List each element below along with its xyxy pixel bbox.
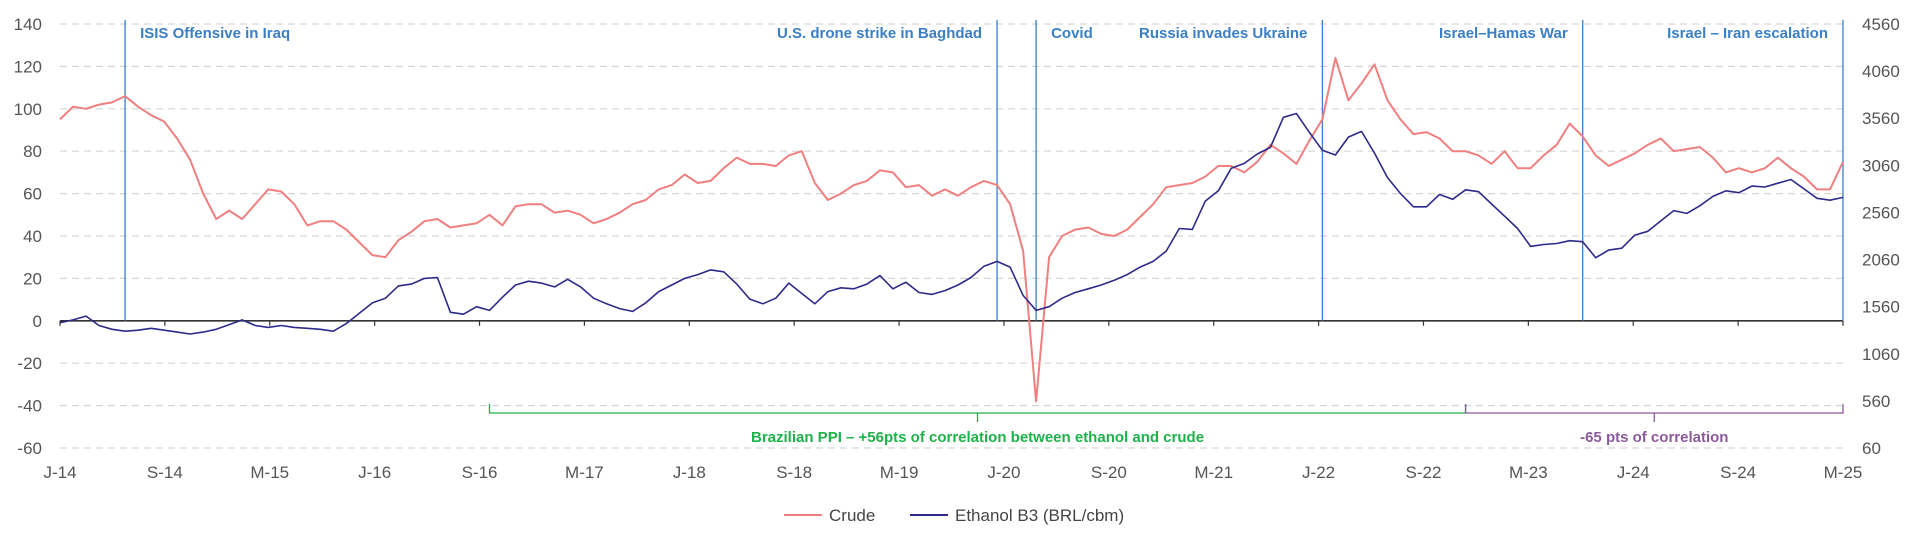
x-tick-label: J-20 <box>987 463 1020 482</box>
x-tick-label: S-16 <box>462 463 498 482</box>
event-label: Covid <box>1051 25 1093 42</box>
left-tick-label: 0 <box>33 312 42 331</box>
legend-label: Crude <box>829 506 875 525</box>
left-tick-label: 120 <box>14 57 42 76</box>
left-tick-label: -20 <box>17 354 42 373</box>
right-tick-label: 3560 <box>1862 109 1900 128</box>
x-tick-label: J-14 <box>43 463 76 482</box>
x-tick-label: M-15 <box>250 463 289 482</box>
grid-layer <box>60 23 1843 449</box>
event-label: Israel – Iran escalation <box>1667 25 1828 42</box>
x-tick-label: J-24 <box>1617 463 1650 482</box>
series-crude-line <box>59 56 1844 403</box>
event-label: Israel–Hamas War <box>1439 25 1568 42</box>
bracket-label: -65 pts of correlation <box>1580 429 1728 446</box>
left-tick-label: 20 <box>23 269 42 288</box>
x-tick-label: J-18 <box>673 463 706 482</box>
event-label: Russia invades Ukraine <box>1139 25 1307 42</box>
x-tick-label: M-17 <box>565 463 604 482</box>
left-tick-label: 80 <box>23 142 42 161</box>
right-tick-label: 3060 <box>1862 156 1900 175</box>
x-tick-label: J-16 <box>358 463 391 482</box>
left-tick-label: 140 <box>14 15 42 34</box>
left-tick-label: -60 <box>17 439 42 458</box>
left-axis-ticks: 140 120 100 80 60 40 20 0 -20 -40 -60 <box>14 15 42 458</box>
x-tick-label: S-20 <box>1091 463 1127 482</box>
correlation-brackets: Brazilian PPI – +56pts of correlation be… <box>488 404 1844 446</box>
x-tick-label: S-22 <box>1406 463 1442 482</box>
x-tick-label: S-14 <box>147 463 183 482</box>
legend-label: Ethanol B3 (BRL/cbm) <box>955 506 1124 525</box>
x-tick-label: M-19 <box>880 463 919 482</box>
event-lines <box>124 20 1844 321</box>
right-tick-label: 1560 <box>1862 298 1900 317</box>
series-layer <box>59 56 1844 403</box>
x-tick-label: S-18 <box>776 463 812 482</box>
event-label: ISIS Offensive in Iraq <box>140 25 290 42</box>
bracket <box>1464 404 1844 422</box>
left-tick-label: 100 <box>14 100 42 119</box>
right-tick-label: 2560 <box>1862 203 1900 222</box>
event-label: U.S. drone strike in Baghdad <box>777 25 982 42</box>
right-tick-label: 560 <box>1862 392 1890 411</box>
x-axis <box>59 319 1844 326</box>
right-tick-label: 2060 <box>1862 251 1900 270</box>
x-tick-label: M-21 <box>1194 463 1233 482</box>
bracket <box>488 404 1467 422</box>
x-axis-ticks: J-14 S-14 M-15 J-16 S-16 M-17 J-18 S-18 M-19 J-20… <box>43 463 1862 482</box>
legend: Crude Ethanol B3 (BRL/cbm) <box>784 506 1124 525</box>
right-tick-label: 60 <box>1862 439 1881 458</box>
right-axis-ticks: 4560 4060 3560 3060 2560 2060 1560 1060 560 60 <box>1862 15 1900 458</box>
event-labels: ISIS Offensive in Iraq U.S. drone strike … <box>140 25 1828 42</box>
left-tick-label: -40 <box>17 397 42 416</box>
x-tick-label: J-22 <box>1302 463 1335 482</box>
x-tick-label: M-25 <box>1824 463 1863 482</box>
bracket-label: Brazilian PPI – +56pts of correlation be… <box>751 429 1204 446</box>
right-tick-label: 4560 <box>1862 15 1900 34</box>
left-tick-label: 40 <box>23 227 42 246</box>
left-tick-label: 60 <box>23 185 42 204</box>
right-tick-label: 4060 <box>1862 62 1900 81</box>
x-tick-label: M-23 <box>1509 463 1548 482</box>
x-tick-label: S-24 <box>1720 463 1756 482</box>
right-tick-label: 1060 <box>1862 345 1900 364</box>
series-ethanol-line <box>59 112 1844 335</box>
